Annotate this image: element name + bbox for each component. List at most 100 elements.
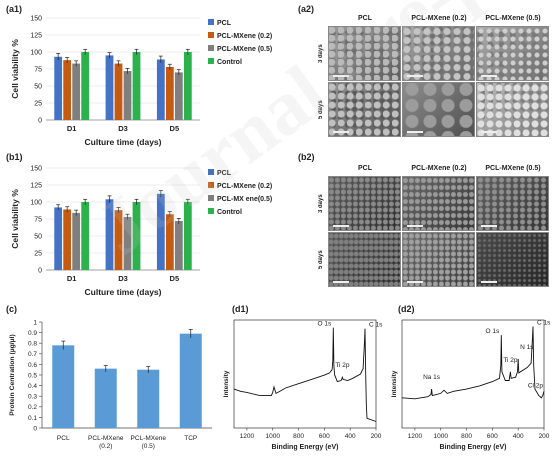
- scale-bar: [407, 225, 423, 227]
- panel-tag-a2: (a2): [298, 4, 315, 14]
- micrograph-row-header: 5 days: [318, 250, 324, 270]
- y-tick-label: 25: [34, 101, 42, 108]
- y-axis-title: Cell viability %: [10, 39, 20, 99]
- y-tick-label: 0.8: [28, 341, 37, 348]
- chart-c-svg: 0 0.1 0.2 0.3 0.4 0.5 0.6 0.7 0.8 0.9 1 PCL PCL-MXen…: [9, 319, 212, 450]
- legend-swatch: [208, 195, 214, 201]
- micrograph-col-header: PCL: [358, 15, 372, 22]
- micrograph-col-header: PCL-MXene (0.2): [411, 15, 467, 22]
- legend-label: PCL: [217, 170, 232, 177]
- micrograph-row-header: 3 days: [318, 44, 324, 64]
- y-tick-label: 0: [38, 118, 42, 125]
- sem-image: [476, 82, 549, 137]
- x-tick-label: 1000: [433, 433, 448, 440]
- bar: [52, 345, 75, 428]
- bar: [63, 60, 72, 120]
- sem-image: [402, 176, 475, 231]
- micrograph-grid-b2: PCL PCL-MXene (0.2) PCL-MXene (0.5) 3 da…: [314, 162, 550, 288]
- scale-bar: [481, 281, 497, 283]
- legend-label: PCL-MXene (0.5): [217, 46, 272, 53]
- sem-image: [328, 82, 401, 137]
- x-tick-label: PCL-MXene: [88, 435, 124, 442]
- micrograph-row-header: 3 days: [318, 194, 324, 214]
- legend-swatch: [208, 208, 214, 214]
- y-tick-label: 0.9: [28, 330, 37, 337]
- peak-label: Cl 2p: [528, 382, 544, 389]
- micrograph-row-header: 5 days: [318, 100, 324, 120]
- y-axis-title: Cell viability %: [10, 189, 20, 249]
- scale-bar: [333, 131, 349, 133]
- bar: [54, 56, 63, 120]
- scale-bar: [481, 225, 497, 227]
- y-tick-label: 1: [33, 319, 37, 326]
- scale-bar: [481, 75, 497, 77]
- panel-tag-d2: (d2): [398, 304, 415, 314]
- legend-swatch: [208, 45, 214, 51]
- y-tick-label: 25: [34, 251, 42, 258]
- sem-image: [328, 232, 401, 287]
- legend-swatch: [208, 32, 214, 38]
- x-tick-label: PCL-MXene: [131, 435, 167, 442]
- y-tick-label: 0.4: [28, 383, 37, 390]
- sem-image: [402, 82, 475, 137]
- bar: [174, 72, 183, 120]
- y-tick-label: 150: [30, 166, 42, 173]
- bar: [132, 52, 141, 120]
- y-tick-label: 75: [34, 217, 42, 224]
- x-axis-title: Binding Energy (eV): [440, 444, 507, 451]
- x-axis-title: Culture time (days): [85, 137, 162, 147]
- scale-bar: [333, 281, 349, 283]
- bar: [183, 202, 192, 270]
- x-tick-label: D5: [170, 124, 180, 133]
- x-tick-label: 800: [293, 433, 304, 440]
- x-tick-label: 200: [539, 433, 550, 440]
- peak-label: C 1s: [537, 319, 551, 326]
- chart-a1-svg: 0 25 50 75 100 125 150 D1 D3 D5 Culture time (days…: [10, 16, 272, 148]
- x-tick-label: 1200: [240, 433, 255, 440]
- peak-label: Ti 2p: [503, 357, 518, 364]
- y-tick-label: 50: [34, 234, 42, 241]
- scale-bar: [333, 225, 349, 227]
- legend-label: Control: [217, 209, 242, 216]
- micrograph-col-header: PCL-MXene (0.2): [411, 165, 467, 172]
- x-tick-label: 1000: [265, 433, 280, 440]
- legend-swatch: [208, 182, 214, 188]
- plot-frame: [401, 319, 545, 429]
- bar: [165, 66, 174, 120]
- y-tick-label: 0.1: [28, 415, 37, 422]
- bar: [123, 71, 132, 120]
- chart-b1: 0 25 50 75 100 125 150 D1 D3 D5 Culture time (days…: [0, 160, 290, 300]
- bar: [174, 221, 183, 270]
- bar: [183, 52, 192, 120]
- micrograph-grid-a2: PCL PCL-MXene (0.2) PCL-MXene (0.5) 3 da…: [314, 12, 550, 138]
- y-axis-title: Protein Centration (µg/µl): [9, 334, 16, 415]
- panel-tag-b2: (b2): [298, 152, 315, 162]
- y-tick-label: 0: [38, 268, 42, 275]
- sem-image: [476, 176, 549, 231]
- x-tick-label: PCL: [57, 435, 70, 442]
- bar: [63, 209, 72, 270]
- sem-image: [328, 176, 401, 231]
- bar: [54, 207, 63, 270]
- legend-label: Control: [217, 59, 242, 66]
- legend-swatch: [208, 19, 214, 25]
- scale-bar: [333, 75, 349, 77]
- scale-bar: [407, 75, 423, 77]
- micrograph-col-header: PCL: [358, 165, 372, 172]
- peak-label: N 1s: [520, 344, 534, 351]
- x-axis-title: Culture time (days): [85, 287, 162, 297]
- scale-bar: [407, 131, 423, 133]
- bar: [132, 202, 141, 270]
- bar: [165, 214, 174, 270]
- x-tick-label: 1200: [408, 433, 423, 440]
- y-tick-label: 0.6: [28, 362, 37, 369]
- bar: [114, 63, 123, 120]
- x-tick-label: 400: [513, 433, 524, 440]
- legend-swatch: [208, 169, 214, 175]
- x-tick-label: (0.2): [99, 443, 112, 450]
- y-tick-label: 0.7: [28, 351, 37, 358]
- spectrum-line: [233, 327, 377, 422]
- x-tick-label: D5: [170, 274, 180, 283]
- sem-image: [476, 26, 549, 81]
- panel-tag-d1: (d1): [232, 304, 249, 314]
